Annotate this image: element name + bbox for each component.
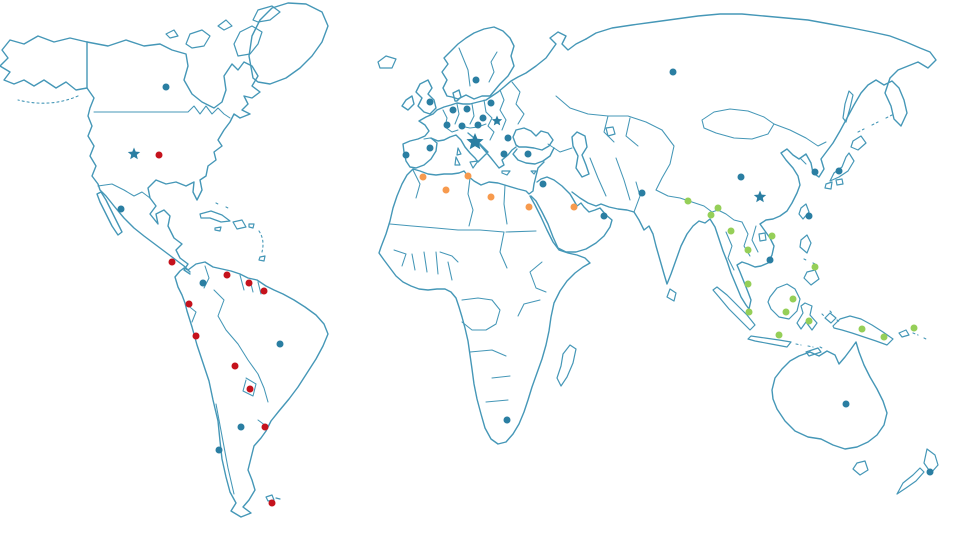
map-marker-indonesia-sulawesi[interactable] — [805, 317, 813, 325]
map-marker-thailand[interactable] — [744, 246, 752, 254]
map-marker-russia[interactable] — [669, 68, 677, 76]
map-star-china[interactable] — [753, 190, 767, 203]
map-marker-venezuela[interactable] — [223, 271, 231, 279]
map-marker-brazil[interactable] — [276, 340, 284, 348]
map-marker-china-west[interactable] — [737, 173, 745, 181]
map-marker-algeria[interactable] — [442, 186, 450, 194]
map-marker-taiwan[interactable] — [805, 212, 813, 220]
map-marker-south-korea[interactable] — [811, 168, 819, 176]
map-marker-bolivia[interactable] — [231, 362, 239, 370]
map-marker-saudi-arabia[interactable] — [570, 203, 578, 211]
map-marker-greece[interactable] — [500, 150, 508, 158]
map-marker-sweden[interactable] — [472, 76, 480, 84]
map-marker-switzerland[interactable] — [458, 122, 466, 130]
map-marker-canada[interactable] — [162, 83, 170, 91]
map-marker-indonesia-papua[interactable] — [858, 325, 866, 333]
map-star-hungary[interactable] — [491, 115, 503, 126]
map-marker-bhutan[interactable] — [714, 204, 722, 212]
map-marker-argentina[interactable] — [237, 423, 245, 431]
map-marker-australia[interactable] — [842, 400, 850, 408]
map-marker-philippines[interactable] — [811, 263, 819, 271]
map-marker-falkland-islands[interactable] — [268, 499, 276, 507]
map-marker-morocco[interactable] — [419, 173, 427, 181]
map-marker-indonesia-borneo[interactable] — [782, 308, 790, 316]
map-marker-chile[interactable] — [215, 446, 223, 454]
map-marker-ecuador[interactable] — [185, 300, 193, 308]
map-marker-indonesia-java[interactable] — [775, 331, 783, 339]
map-marker-spain[interactable] — [426, 144, 434, 152]
map-marker-mexico[interactable] — [117, 205, 125, 213]
map-marker-new-britain[interactable] — [910, 324, 918, 332]
map-marker-united-kingdom[interactable] — [426, 98, 434, 106]
map-marker-turkey[interactable] — [524, 150, 532, 158]
map-marker-indonesia-sumatra[interactable] — [745, 308, 753, 316]
map-marker-malaysia[interactable] — [744, 280, 752, 288]
map-marker-paraguay[interactable] — [246, 385, 254, 393]
map-marker-portugal[interactable] — [402, 151, 410, 159]
map-marker-vietnam-north[interactable] — [768, 232, 776, 240]
map-markers — [117, 68, 934, 507]
map-marker-vietnam-south[interactable] — [766, 256, 774, 264]
map-marker-malaysia-borneo[interactable] — [789, 295, 797, 303]
map-marker-egypt[interactable] — [525, 203, 533, 211]
map-borders — [185, 81, 827, 495]
map-marker-papua-new-guinea[interactable] — [880, 333, 888, 341]
map-marker-colombia[interactable] — [199, 279, 207, 287]
map-marker-guatemala[interactable] — [168, 258, 176, 266]
map-marker-bangladesh[interactable] — [707, 211, 715, 219]
map-marker-guyana[interactable] — [245, 279, 253, 287]
map-marker-oman[interactable] — [600, 212, 608, 220]
map-marker-libya[interactable] — [487, 193, 495, 201]
map-marker-germany[interactable] — [463, 105, 471, 113]
map-marker-united-states[interactable] — [155, 151, 163, 159]
map-marker-suriname[interactable] — [260, 287, 268, 295]
map-coastlines — [0, 2, 939, 518]
map-marker-poland[interactable] — [487, 99, 495, 107]
map-star-italy[interactable] — [466, 133, 484, 150]
map-marker-peru[interactable] — [192, 332, 200, 340]
map-marker-austria[interactable] — [474, 121, 482, 129]
map-marker-pakistan[interactable] — [638, 189, 646, 197]
map-marker-new-zealand[interactable] — [926, 468, 934, 476]
map-marker-netherlands[interactable] — [449, 106, 457, 114]
map-marker-france[interactable] — [443, 121, 451, 129]
map-marker-romania[interactable] — [504, 134, 512, 142]
map-marker-czechia[interactable] — [479, 114, 487, 122]
map-marker-nepal[interactable] — [684, 197, 692, 205]
map-marker-south-africa[interactable] — [503, 416, 511, 424]
map-marker-tunisia[interactable] — [464, 172, 472, 180]
map-marker-israel[interactable] — [539, 180, 547, 188]
map-marker-japan[interactable] — [835, 167, 843, 175]
map-marker-myanmar[interactable] — [727, 227, 735, 235]
map-star-united-states[interactable] — [127, 147, 141, 160]
map-marker-uruguay[interactable] — [261, 423, 269, 431]
